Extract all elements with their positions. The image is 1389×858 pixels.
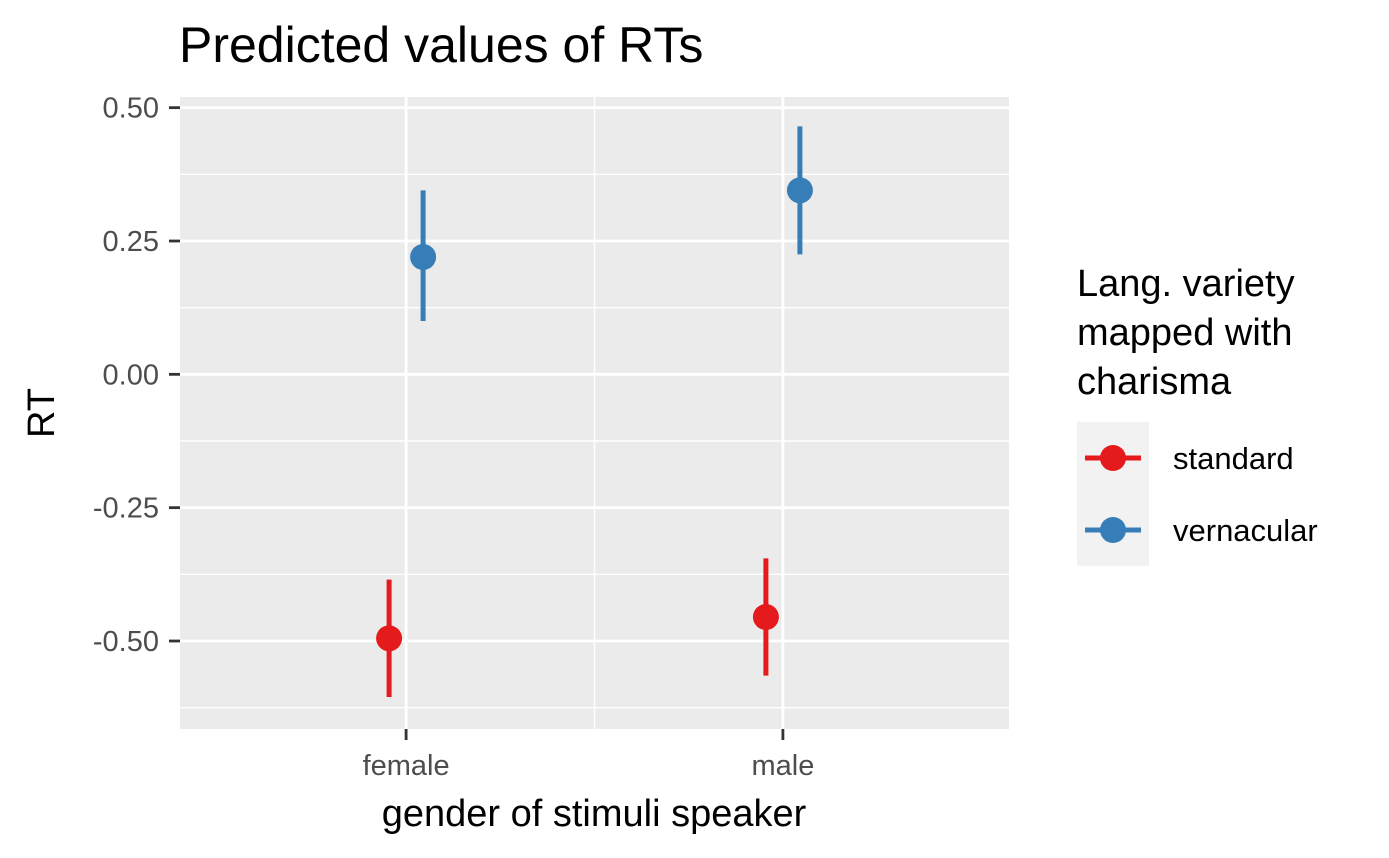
y-tick-label: -0.25 — [93, 493, 159, 525]
chart-title: Predicted values of RTs — [179, 17, 703, 73]
legend-label-vernacular: vernacular — [1173, 513, 1318, 548]
data-marks — [376, 126, 813, 697]
y-tick-label: 0.25 — [103, 226, 159, 258]
y-tick-label: 0.50 — [103, 93, 159, 125]
point-standard-female — [376, 625, 403, 652]
legend: Lang. variety mapped with charisma standard… — [1077, 263, 1318, 566]
y-tick-label: 0.00 — [103, 359, 159, 391]
legend-title-line: Lang. variety — [1077, 263, 1295, 305]
y-axis: 0.50 0.25 0.00 -0.25 -0.50 — [93, 93, 180, 658]
y-axis-title: RT — [21, 388, 63, 438]
y-tick-label: -0.50 — [93, 626, 159, 658]
legend-title-line: charisma — [1077, 361, 1232, 403]
minor-gridlines — [180, 97, 1009, 729]
point-vernacular-female — [410, 244, 437, 270]
x-axis-title: gender of stimuli speaker — [382, 793, 807, 835]
legend-label-standard: standard — [1173, 441, 1294, 476]
legend-key-point — [1100, 517, 1126, 543]
major-gridlines — [180, 97, 1009, 729]
x-tick-label: male — [751, 750, 814, 782]
legend-title-line: mapped with — [1077, 312, 1292, 354]
x-axis: female male — [363, 729, 814, 782]
x-tick-label: female — [363, 750, 450, 782]
point-standard-male — [752, 604, 779, 630]
point-vernacular-male — [786, 177, 813, 204]
legend-key-point — [1100, 445, 1126, 471]
